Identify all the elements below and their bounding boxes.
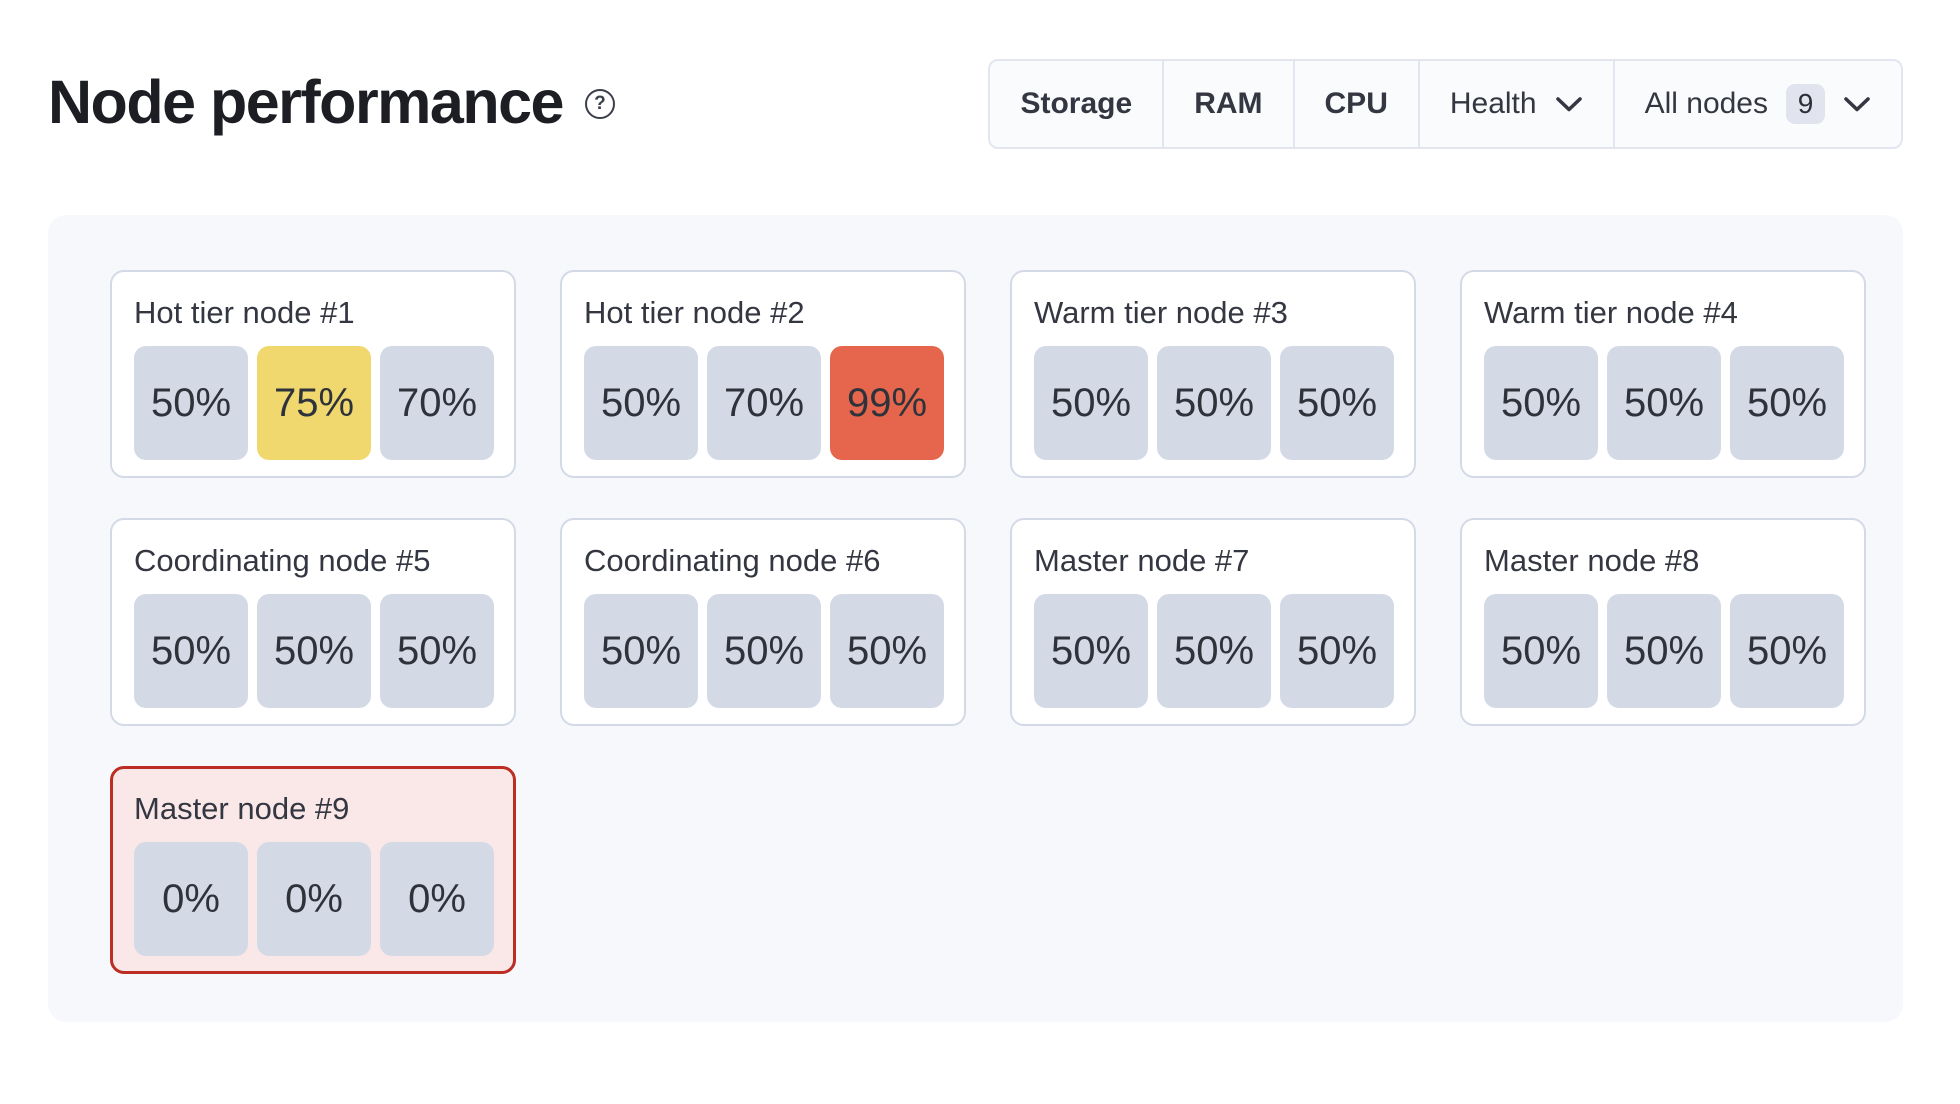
node-name: Master node #9 <box>134 791 350 826</box>
node-name: Warm tier node #3 <box>1034 295 1288 330</box>
metric-tile[interactable]: 50% <box>1034 346 1148 461</box>
node-card[interactable]: Warm tier node #3 50% 50% 50% <box>1010 270 1416 478</box>
metric-tile[interactable]: 70% <box>380 346 494 461</box>
title-wrap: Node performance ? <box>48 67 615 137</box>
metric-tile[interactable]: 50% <box>584 346 698 461</box>
metric-tile-row: 50% 50% 50% <box>1034 346 1394 461</box>
metric-toolbar: Storage RAM CPU Health All nodes 9 <box>988 59 1903 149</box>
node-name: Coordinating node #5 <box>134 543 431 578</box>
node-card[interactable]: Hot tier node #2 50% 70% 99% <box>560 270 966 478</box>
metric-tile[interactable]: 0% <box>257 842 371 957</box>
metric-tile-row: 50% 50% 50% <box>1034 594 1394 709</box>
metric-tile[interactable]: 70% <box>707 346 821 461</box>
node-card[interactable]: Master node #7 50% 50% 50% <box>1010 518 1416 726</box>
node-name: Warm tier node #4 <box>1484 295 1738 330</box>
metric-tile[interactable]: 50% <box>134 346 248 461</box>
node-count-badge: 9 <box>1786 84 1825 124</box>
metric-tile[interactable]: 50% <box>1484 346 1598 461</box>
chevron-down-icon <box>1843 96 1871 113</box>
metric-tile-row: 50% 50% 50% <box>134 594 494 709</box>
node-name: Hot tier node #1 <box>134 295 355 330</box>
metric-tile-row: 50% 70% 99% <box>584 346 944 461</box>
storage-button[interactable]: Storage <box>990 61 1162 147</box>
node-grid: Hot tier node #1 50% 75% 70% Hot tier node… <box>110 270 1866 974</box>
metric-tile[interactable]: 50% <box>1484 594 1598 709</box>
metric-tile-row: 50% 50% 50% <box>1484 594 1844 709</box>
cpu-button[interactable]: CPU <box>1292 61 1418 147</box>
node-card[interactable]: Coordinating node #6 50% 50% 50% <box>560 518 966 726</box>
health-dropdown[interactable]: Health <box>1417 61 1613 147</box>
help-icon[interactable]: ? <box>584 89 615 119</box>
all-nodes-dropdown[interactable]: All nodes 9 <box>1612 61 1901 147</box>
metric-tile[interactable]: 50% <box>1034 594 1148 709</box>
node-performance-panel: Hot tier node #1 50% 75% 70% Hot tier node… <box>48 215 1903 1022</box>
metric-tile[interactable]: 50% <box>134 594 248 709</box>
all-nodes-dropdown-label: All nodes <box>1644 87 1768 120</box>
metric-tile[interactable]: 50% <box>380 594 494 709</box>
metric-tile-row: 0% 0% 0% <box>134 842 494 957</box>
node-card[interactable]: Master node #8 50% 50% 50% <box>1460 518 1866 726</box>
metric-tile[interactable]: 99% <box>830 346 944 461</box>
page-header: Node performance ? Storage RAM CPU Healt… <box>48 58 1903 150</box>
metric-tile[interactable]: 50% <box>1607 346 1721 461</box>
metric-tile[interactable]: 50% <box>830 594 944 709</box>
health-dropdown-label: Health <box>1449 87 1537 120</box>
node-card[interactable]: Warm tier node #4 50% 50% 50% <box>1460 270 1866 478</box>
metric-tile[interactable]: 50% <box>1607 594 1721 709</box>
node-name: Master node #8 <box>1484 543 1700 578</box>
node-card[interactable]: Master node #9 0% 0% 0% <box>110 766 516 974</box>
metric-tile[interactable]: 50% <box>1280 346 1394 461</box>
metric-tile-row: 50% 75% 70% <box>134 346 494 461</box>
ram-button[interactable]: RAM <box>1162 61 1292 147</box>
chevron-down-icon <box>1555 96 1583 113</box>
metric-tile[interactable]: 0% <box>380 842 494 957</box>
metric-tile[interactable]: 50% <box>257 594 371 709</box>
page-title: Node performance <box>48 67 564 136</box>
node-card[interactable]: Coordinating node #5 50% 50% 50% <box>110 518 516 726</box>
metric-tile[interactable]: 50% <box>1730 594 1844 709</box>
node-card[interactable]: Hot tier node #1 50% 75% 70% <box>110 270 516 478</box>
metric-tile[interactable]: 50% <box>1157 594 1271 709</box>
metric-tile[interactable]: 50% <box>1157 346 1271 461</box>
node-name: Master node #7 <box>1034 543 1250 578</box>
metric-tile[interactable]: 50% <box>707 594 821 709</box>
node-name: Coordinating node #6 <box>584 543 881 578</box>
metric-tile[interactable]: 50% <box>1280 594 1394 709</box>
metric-tile-row: 50% 50% 50% <box>1484 346 1844 461</box>
metric-tile[interactable]: 0% <box>134 842 248 957</box>
metric-tile-row: 50% 50% 50% <box>584 594 944 709</box>
metric-tile[interactable]: 50% <box>584 594 698 709</box>
metric-tile[interactable]: 50% <box>1730 346 1844 461</box>
node-name: Hot tier node #2 <box>584 295 805 330</box>
metric-tile[interactable]: 75% <box>257 346 371 461</box>
